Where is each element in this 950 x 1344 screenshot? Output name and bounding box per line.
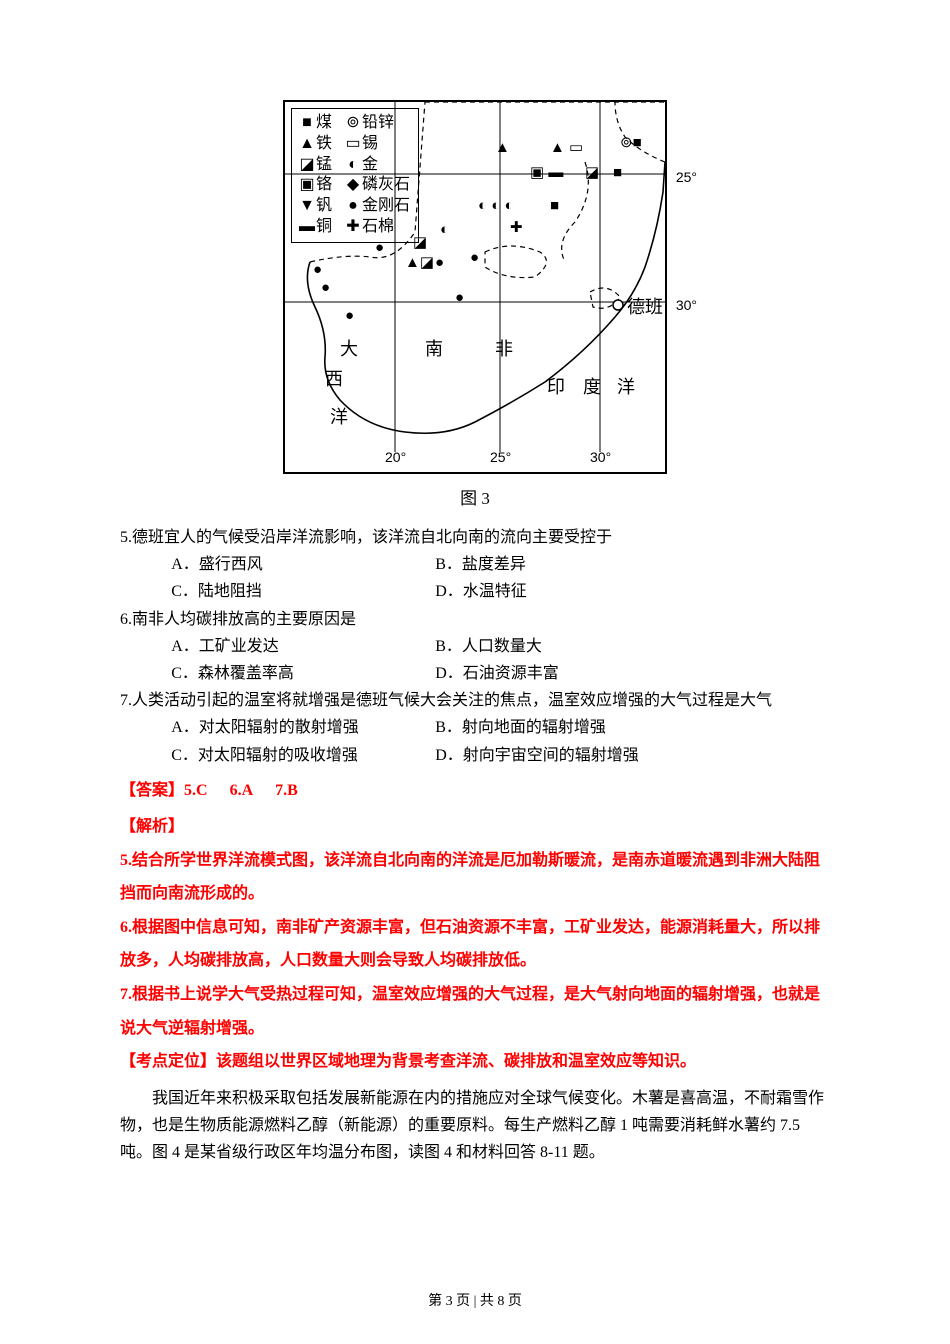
svg-text:●: ● — [345, 307, 354, 324]
analysis-6: 6.根据图中信息可知，南非矿产资源丰富，但石油资源不丰富，工矿业发达，能源消耗量… — [120, 911, 830, 978]
q7-option-b: B．射向地面的辐射增强 — [435, 714, 606, 741]
atlantic-label-3: 洋 — [330, 402, 348, 433]
q5-option-c: C．陆地阻挡 — [171, 578, 431, 605]
atlantic-label-2: 西 — [325, 364, 343, 395]
q6-option-b: B．人口数量大 — [435, 633, 542, 660]
q6-option-a: A．工矿业发达 — [171, 633, 431, 660]
svg-text:◐: ◐ — [440, 221, 449, 238]
svg-text:●: ● — [455, 289, 464, 306]
svg-text:⊚■: ⊚■ — [620, 134, 642, 151]
indian-label-1: 印 — [547, 372, 565, 403]
exam-point: 【考点定位】该题组以世界区域地理为背景考查洋流、碳排放和温室效应等知识。 — [120, 1045, 830, 1079]
indian-label-2: 度 — [583, 372, 601, 403]
q5-stem: 5.德班宜人的气候受沿岸洋流影响，该洋流自北向南的流向主要受控于 — [120, 524, 830, 551]
svg-text:■: ■ — [613, 164, 622, 181]
svg-text:▣ ▬: ▣ ▬ — [530, 164, 563, 181]
analysis-label: 【解析】 — [120, 810, 830, 844]
lon-label-20: 20° — [385, 446, 406, 470]
svg-text:◪: ◪ — [585, 164, 599, 181]
figure-caption: 图 3 — [120, 485, 830, 514]
figure-3: ■煤⊚铅锌 ▲铁▭锡 ◪锰◐金 ▣铬◆磷灰石 ▼钒●金刚石 ▬铜✚石棉 25° … — [120, 100, 830, 514]
lat-label-25: 25° — [676, 166, 697, 190]
svg-text:◐ ◐ ◐: ◐ ◐ ◐ — [478, 197, 514, 214]
q5-option-b: B．盐度差异 — [435, 551, 526, 578]
analysis-5: 5.结合所学世界洋流模式图，该洋流自北向南的洋流是厄加勒斯暖流，是南赤道暖流遇到… — [120, 844, 830, 911]
svg-text:▲: ▲ — [495, 139, 510, 156]
svg-text:▲ ▭: ▲ ▭ — [550, 139, 583, 156]
q6-stem: 6.南非人均碳排放高的主要原因是 — [120, 606, 830, 633]
answers-label: 【答案】 — [120, 782, 184, 799]
svg-text:●: ● — [375, 239, 384, 256]
q7-option-a: A．对太阳辐射的散射增强 — [171, 714, 431, 741]
analysis-7: 7.根据书上说学大气受热过程可知，温室效应增强的大气过程，是大气射向地面的辐射增… — [120, 978, 830, 1045]
point-text: 该题组以世界区域地理为背景考查洋流、碳排放和温室效应等知识。 — [216, 1053, 696, 1070]
intro-paragraph: 我国近年来积极采取包括发展新能源在内的措施应对全球气候变化。木薯是喜高温，不耐霜… — [120, 1085, 830, 1167]
svg-text:●: ● — [313, 261, 322, 278]
q6-option-c: C．森林覆盖率高 — [171, 660, 431, 687]
country-label-2: 非 — [495, 334, 513, 365]
q6-option-d: D．石油资源丰富 — [435, 660, 559, 687]
q5-option-a: A．盛行西风 — [171, 551, 431, 578]
q5-option-d: D．水温特征 — [435, 578, 527, 605]
answer-7: 7.B — [275, 782, 298, 799]
durban-label: 德班 — [627, 292, 663, 323]
map-box: ■煤⊚铅锌 ▲铁▭锡 ◪锰◐金 ▣铬◆磷灰石 ▼钒●金刚石 ▬铜✚石棉 25° … — [283, 100, 667, 474]
indian-label-3: 洋 — [617, 372, 635, 403]
svg-text:●: ● — [321, 279, 330, 296]
country-label-1: 南 — [425, 334, 443, 365]
answers-line: 【答案】5.C 6.A 7.B — [120, 777, 830, 804]
svg-text:✚: ✚ — [510, 219, 523, 236]
q7-stem: 7.人类活动引起的温室将就增强是德班气候大会关注的焦点，温室效应增强的大气过程是… — [120, 687, 830, 714]
q7-option-d: D．射向宇宙空间的辐射增强 — [435, 742, 639, 769]
lon-label-30: 30° — [590, 446, 611, 470]
svg-text:●: ● — [470, 249, 479, 266]
svg-text:◪: ◪ — [413, 234, 427, 251]
answer-5: 5.C — [184, 782, 208, 799]
point-label: 【考点定位】 — [120, 1053, 216, 1070]
svg-text:■: ■ — [550, 197, 559, 214]
lon-label-25: 25° — [490, 446, 511, 470]
svg-text:●: ● — [435, 254, 444, 271]
answer-6: 6.A — [230, 782, 254, 799]
q7-option-c: C．对太阳辐射的吸收增强 — [171, 742, 431, 769]
svg-text:▲◪: ▲◪ — [405, 254, 434, 271]
page-footer: 第 3 页 | 共 8 页 — [0, 1290, 950, 1314]
lat-label-30: 30° — [676, 294, 697, 318]
atlantic-label-1: 大 — [340, 334, 358, 365]
